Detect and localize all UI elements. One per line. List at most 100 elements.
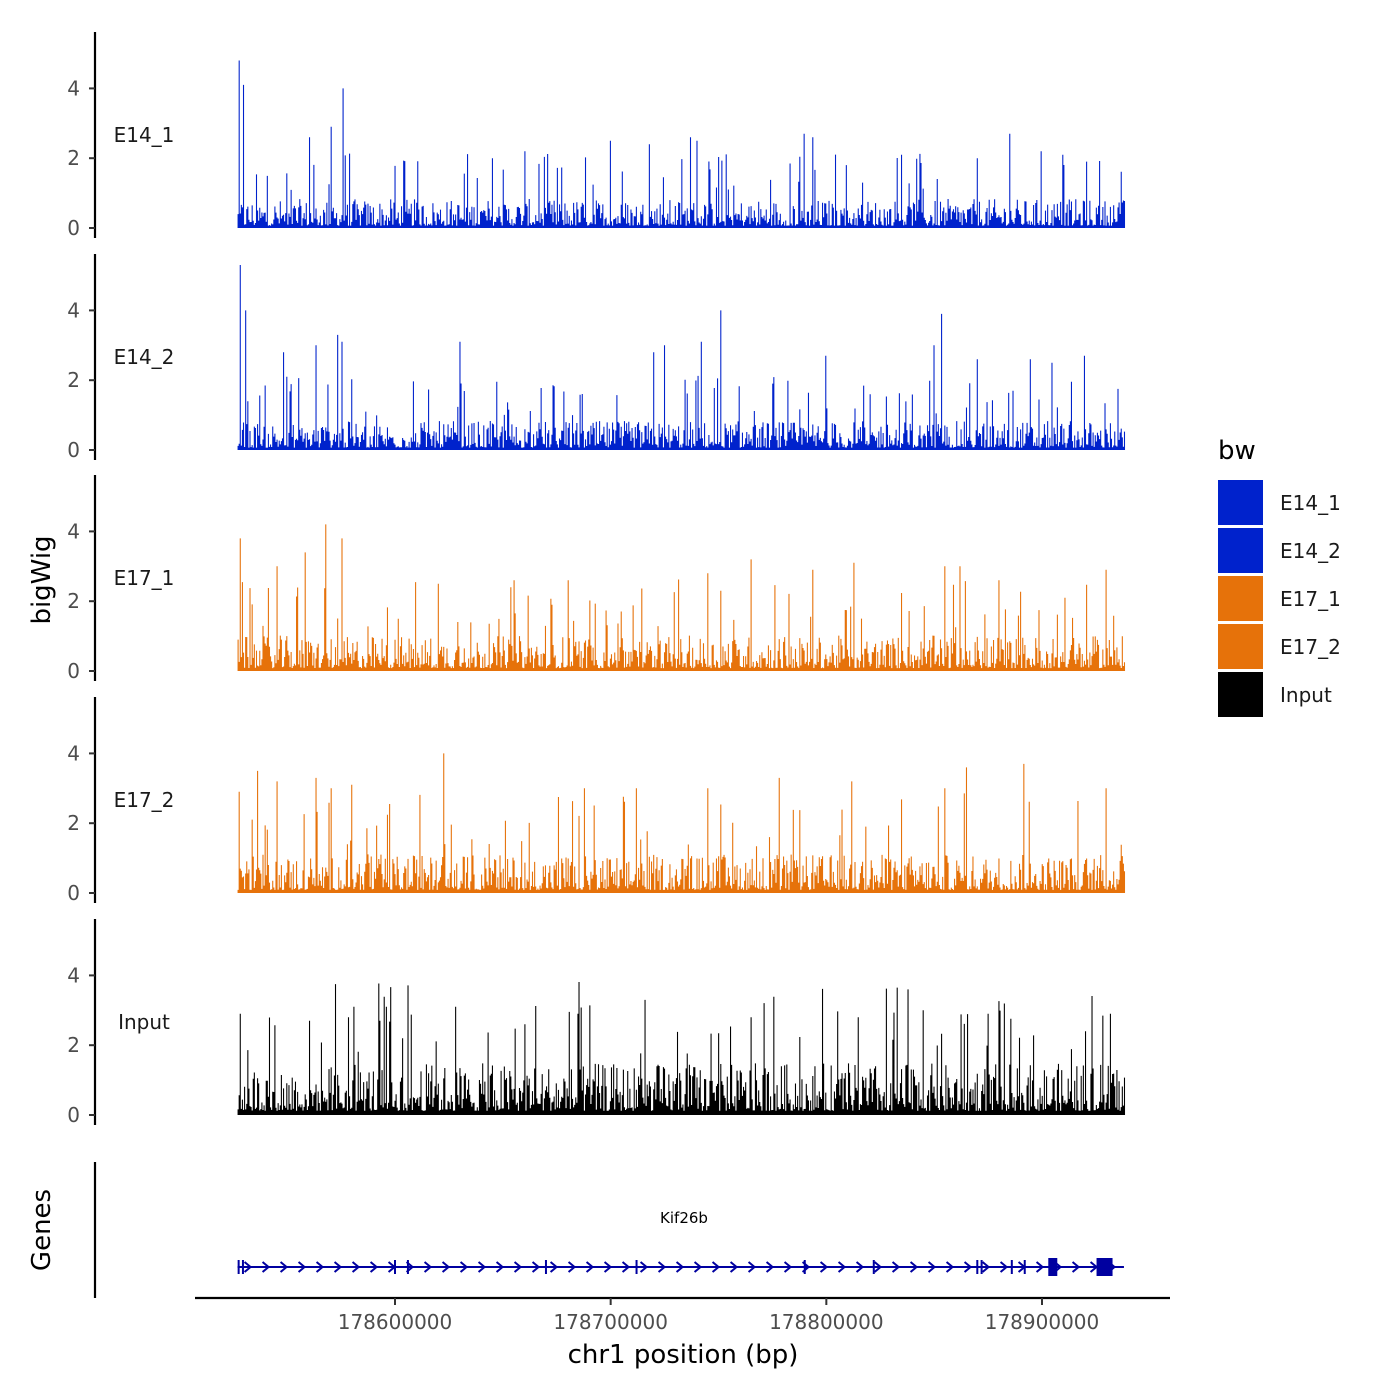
strand-arrow: [441, 1261, 451, 1273]
gene-exon: [872, 1260, 875, 1274]
strand-arrow: [657, 1261, 667, 1273]
x-tick-label: 178900000: [985, 1310, 1100, 1334]
gene-track: Kif26b: [93, 1162, 1124, 1298]
strand-arrow: [945, 1261, 955, 1273]
gene-exon: [1096, 1258, 1113, 1276]
gene-exon: [980, 1260, 983, 1274]
gene-exon: [635, 1260, 638, 1274]
strand-arrow: [837, 1261, 847, 1273]
gene-exon: [976, 1260, 979, 1274]
legend-title: bw: [1218, 436, 1256, 466]
gene-exon: [394, 1260, 396, 1274]
strand-arrow: [531, 1261, 541, 1273]
y-tick-label: 4: [67, 519, 80, 543]
y-tick-label: 4: [67, 76, 80, 100]
legend-label-E14_2: E14_2: [1280, 539, 1341, 563]
gene-exon: [803, 1260, 806, 1274]
track-E17_1: 0 2 4 E17_1: [67, 475, 1126, 683]
strand-arrow: [603, 1261, 613, 1273]
legend-swatch-E14_1: [1218, 480, 1263, 525]
y-axis-title: bigWig: [27, 535, 57, 624]
track-Input: 0 2 4 Input: [67, 919, 1126, 1127]
track-label: E17_2: [114, 788, 175, 812]
legend-swatch-E17_2: [1218, 624, 1263, 669]
strand-arrow: [693, 1261, 703, 1273]
x-axis-title: chr1 position (bp): [568, 1340, 799, 1370]
strand-arrow: [621, 1261, 631, 1273]
x-tick-label: 178800000: [769, 1310, 884, 1334]
y-tick-label: 2: [67, 589, 80, 613]
y-tick-label: 4: [67, 963, 80, 987]
gene-exon: [406, 1260, 409, 1274]
strand-arrow: [981, 1261, 991, 1273]
strand-arrow: [261, 1261, 271, 1273]
gene-exon: [1010, 1260, 1013, 1274]
legend-label-E17_1: E17_1: [1280, 587, 1341, 611]
track-label: E14_2: [114, 345, 175, 369]
legend-swatch-E14_2: [1218, 528, 1263, 573]
track-label: E14_1: [114, 123, 175, 147]
y-tick-label: 2: [67, 146, 80, 170]
track-label: E17_1: [114, 566, 175, 590]
signal-area-Input: [237, 982, 1126, 1115]
y-tick-label: 0: [67, 216, 80, 240]
strand-arrow: [729, 1261, 739, 1273]
y-tick-label: 4: [67, 741, 80, 765]
legend-swatch-E17_1: [1218, 576, 1263, 621]
y-tick-label: 0: [67, 659, 80, 683]
strand-arrow: [351, 1261, 361, 1273]
strand-arrow: [963, 1261, 973, 1273]
strand-arrow: [459, 1261, 469, 1273]
strand-arrow: [585, 1261, 595, 1273]
signal-area-E14_2: [237, 265, 1126, 450]
strand-arrow: [243, 1261, 253, 1273]
signal-area-E14_1: [237, 60, 1126, 229]
strand-arrow: [369, 1261, 379, 1273]
strand-arrow: [675, 1261, 685, 1273]
strand-arrow: [1035, 1261, 1045, 1273]
track-E17_2: 0 2 4 E17_2: [67, 697, 1126, 905]
strand-arrow: [333, 1261, 343, 1273]
strand-arrow: [1071, 1261, 1081, 1273]
strand-arrow: [747, 1261, 757, 1273]
track-E14_1: 0 2 4 E14_1: [67, 32, 1126, 240]
x-tick-label: 178700000: [553, 1310, 668, 1334]
y-tick-label: 0: [67, 881, 80, 905]
strand-arrow: [999, 1261, 1009, 1273]
strand-arrow: [909, 1261, 919, 1273]
strand-arrow: [513, 1261, 523, 1273]
y-tick-label: 2: [67, 811, 80, 835]
x-tick-label: 178600000: [338, 1310, 453, 1334]
legend-label-E14_1: E14_1: [1280, 491, 1341, 515]
gene-exon: [237, 1260, 240, 1274]
signal-area-E17_1: [237, 524, 1126, 671]
strand-arrow: [873, 1261, 883, 1273]
strand-arrow: [711, 1261, 721, 1273]
gene-exon: [241, 1260, 244, 1274]
strand-arrow: [855, 1261, 865, 1273]
track-label: Input: [118, 1010, 170, 1034]
legend: bw E14_1 E14_2 E17_1 E17_2 Input: [1218, 436, 1341, 717]
strand-arrow: [765, 1261, 775, 1273]
y-tick-label: 2: [67, 368, 80, 392]
strand-arrow: [423, 1261, 433, 1273]
strand-arrow: [549, 1261, 559, 1273]
gene-exon: [1023, 1260, 1026, 1274]
x-axis: 178600000 178700000 178800000 178900000: [195, 1296, 1170, 1334]
track-E14_2: 0 2 4 E14_2: [67, 254, 1126, 462]
strand-arrow: [783, 1261, 793, 1273]
strand-arrow: [891, 1261, 901, 1273]
strand-arrow: [567, 1261, 577, 1273]
y-tick-label: 0: [67, 438, 80, 462]
genes-panel-title: Genes: [27, 1189, 57, 1271]
strand-arrow: [315, 1261, 325, 1273]
strand-arrow: [819, 1261, 829, 1273]
strand-arrow: [279, 1261, 289, 1273]
legend-label-E17_2: E17_2: [1280, 635, 1341, 659]
gene-exon: [1048, 1258, 1058, 1276]
strand-arrow: [927, 1261, 937, 1273]
strand-arrow: [639, 1261, 649, 1273]
gene-name-label: Kif26b: [660, 1209, 708, 1227]
strand-arrow: [477, 1261, 487, 1273]
